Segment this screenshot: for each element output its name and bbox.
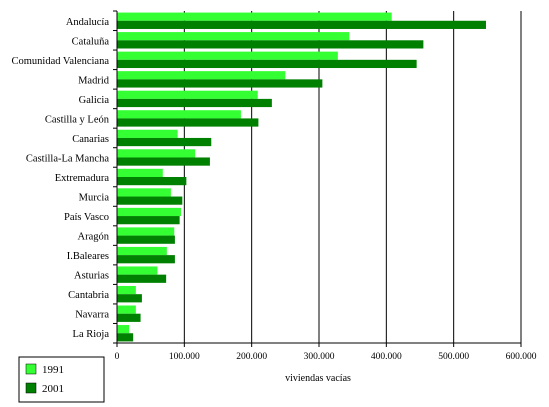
x-tick-label: 400.000 bbox=[371, 352, 402, 362]
category-label: Murcia bbox=[79, 193, 110, 204]
bar-2001-4 bbox=[117, 98, 272, 108]
bar-1991-11 bbox=[117, 227, 175, 236]
tick-labels: 0 100.000 200.000 300.000 400.000 500.000 600.… bbox=[115, 352, 537, 362]
x-tick-label: 300.000 bbox=[304, 352, 335, 362]
category-label: Extremadura bbox=[55, 173, 110, 184]
bar-2001-12 bbox=[117, 255, 175, 264]
bar-1991-14 bbox=[117, 285, 136, 295]
legend: 1991 2001 bbox=[18, 356, 105, 403]
x-tick-label: 200.000 bbox=[236, 352, 267, 362]
bar-1991-2 bbox=[117, 51, 338, 60]
axes bbox=[113, 10, 522, 347]
legend-label-2001: 2001 bbox=[42, 383, 64, 395]
legend-label-1991: 1991 bbox=[42, 364, 64, 376]
bar-2001-11 bbox=[117, 235, 175, 244]
x-axis-title: viviendas vacías bbox=[285, 373, 351, 384]
bar-2001-13 bbox=[117, 274, 167, 283]
bar-1991-8 bbox=[117, 168, 163, 177]
category-label: Andalucía bbox=[66, 17, 109, 28]
bar-1991-10 bbox=[117, 207, 181, 217]
bar-1991-3 bbox=[117, 71, 286, 80]
bar-2001-6 bbox=[117, 137, 212, 147]
bar-2001-5 bbox=[117, 118, 259, 127]
bar-1991-5 bbox=[117, 110, 241, 119]
category-label: Canarias bbox=[72, 134, 109, 145]
bar-1991-1 bbox=[117, 32, 350, 41]
bar-2001-2 bbox=[117, 59, 417, 69]
category-label: La Rioja bbox=[73, 329, 110, 340]
bar-1991-7 bbox=[117, 149, 196, 158]
bar-1991-0 bbox=[117, 12, 392, 21]
bar-2001-7 bbox=[117, 157, 210, 166]
category-label: Aragón bbox=[78, 232, 110, 243]
bar-1991-13 bbox=[117, 266, 158, 275]
x-tick-label: 100.000 bbox=[169, 352, 200, 362]
bar-2001-3 bbox=[117, 79, 323, 88]
legend-swatch-1991 bbox=[25, 363, 37, 375]
x-tick-label: 0 bbox=[115, 352, 120, 362]
bar-1991-6 bbox=[117, 129, 178, 138]
bar-2001-14 bbox=[117, 294, 142, 303]
bar-2001-16 bbox=[117, 333, 134, 342]
category-label: Navarra bbox=[75, 310, 109, 321]
x-tick-label: 600.000 bbox=[506, 352, 537, 362]
category-label: Comunidad Valenciana bbox=[12, 56, 110, 67]
category-label: Castilla-La Mancha bbox=[26, 153, 109, 164]
x-tick-label: 500.000 bbox=[438, 352, 469, 362]
bar-1991-12 bbox=[117, 246, 167, 256]
category-label: Asturias bbox=[74, 271, 109, 282]
category-label: Galicia bbox=[79, 95, 110, 106]
category-label: Madrid bbox=[78, 75, 110, 86]
category-label: País Vasco bbox=[64, 212, 109, 223]
bar-2001-9 bbox=[117, 196, 183, 205]
bar-1991-16 bbox=[117, 325, 130, 334]
bars bbox=[117, 12, 486, 342]
bar-1991-15 bbox=[117, 305, 136, 314]
legend-swatch-2001 bbox=[25, 382, 37, 394]
bar-2001-8 bbox=[117, 177, 187, 186]
bar-1991-9 bbox=[117, 188, 171, 197]
bar-2001-0 bbox=[117, 20, 486, 29]
category-label: Castilla y León bbox=[45, 114, 110, 125]
bar-2001-1 bbox=[117, 40, 424, 49]
category-label: Cantabria bbox=[68, 290, 109, 301]
category-labels: Andalucía Cataluña Comunidad Valenciana Mad… bbox=[12, 17, 110, 340]
bar-1991-4 bbox=[117, 90, 258, 99]
category-label: I.Baleares bbox=[67, 251, 109, 262]
category-label: Cataluña bbox=[72, 36, 110, 47]
bar-2001-15 bbox=[117, 313, 141, 322]
bar-2001-10 bbox=[117, 216, 180, 225]
